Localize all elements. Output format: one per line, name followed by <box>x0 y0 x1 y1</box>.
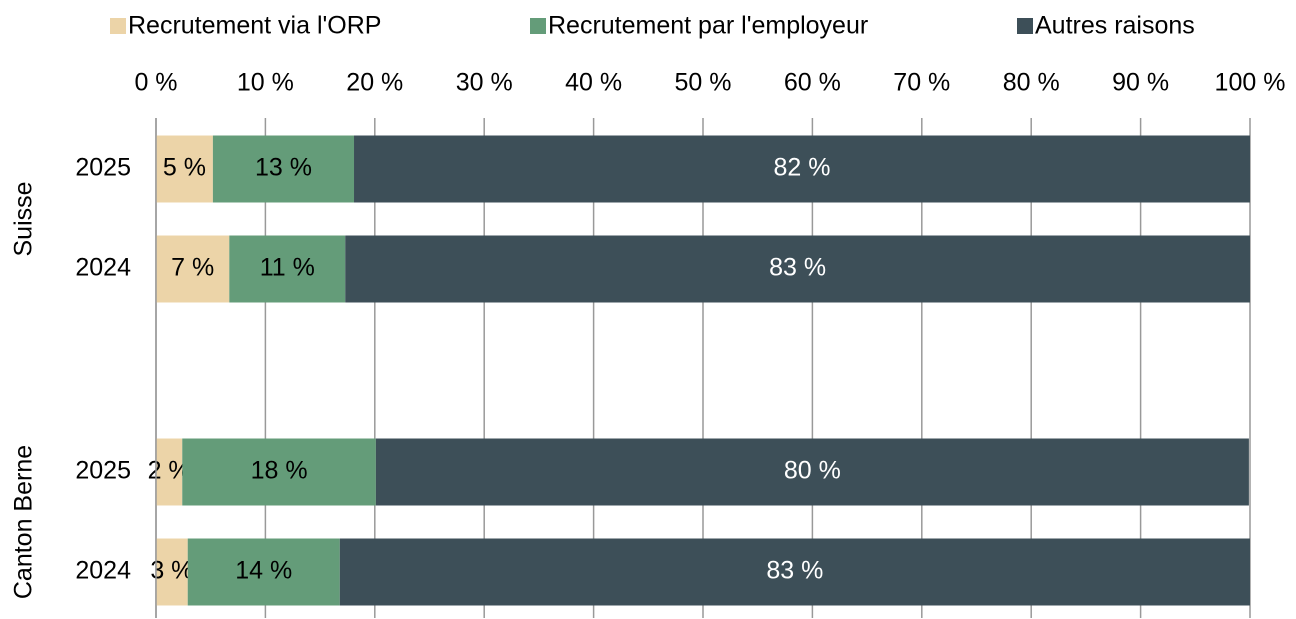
y-tick-label: 2025 <box>75 154 131 182</box>
data-label: 7 % <box>171 254 214 282</box>
bar-segment <box>354 135 1250 203</box>
legend-label: Autres raisons <box>1035 12 1195 40</box>
data-label: 83 % <box>766 557 823 585</box>
x-tick-label: 0 % <box>134 69 177 97</box>
data-label: 5 % <box>163 154 206 182</box>
y-tick-label: 2025 <box>75 457 131 485</box>
legend-label: Recrutement via l'ORP <box>128 12 381 40</box>
x-tick-label: 60 % <box>784 69 841 97</box>
legend-swatch <box>1017 18 1033 34</box>
legend-swatch <box>530 18 546 34</box>
legend-swatch <box>110 18 126 34</box>
bar-segment <box>156 538 188 606</box>
bar-segment <box>339 538 1250 606</box>
y-tick-label: 2024 <box>75 254 131 282</box>
data-label: 13 % <box>255 154 312 182</box>
data-label: 14 % <box>235 557 292 585</box>
bar-segment <box>187 538 340 606</box>
data-label: 83 % <box>769 254 826 282</box>
y-tick-label: 2024 <box>75 557 131 585</box>
bar-segment <box>345 235 1251 303</box>
bar-segment <box>156 235 230 303</box>
x-tick-label: 20 % <box>346 69 403 97</box>
data-label: 80 % <box>784 457 841 485</box>
data-label: 18 % <box>251 457 308 485</box>
x-tick-label: 40 % <box>565 69 622 97</box>
x-tick-label: 70 % <box>893 69 950 97</box>
x-tick-label: 90 % <box>1112 69 1169 97</box>
data-label: 11 % <box>260 254 315 282</box>
x-tick-label: 30 % <box>456 69 513 97</box>
bar-segment <box>229 235 346 303</box>
x-tick-label: 50 % <box>675 69 732 97</box>
x-tick-label: 10 % <box>237 69 294 97</box>
group-label: Canton Berne <box>10 445 38 599</box>
bar-segment <box>375 438 1249 506</box>
legend-label: Recrutement par l'employeur <box>548 12 868 40</box>
x-tick-label: 100 % <box>1215 69 1286 97</box>
bar-segment <box>212 135 355 203</box>
bar-segment <box>182 438 376 506</box>
x-tick-label: 80 % <box>1003 69 1060 97</box>
bar-segment <box>156 135 213 203</box>
bar-segment <box>156 438 183 506</box>
group-label: Suisse <box>10 181 38 256</box>
data-label: 3 % <box>150 557 193 585</box>
data-label: 82 % <box>774 154 831 182</box>
